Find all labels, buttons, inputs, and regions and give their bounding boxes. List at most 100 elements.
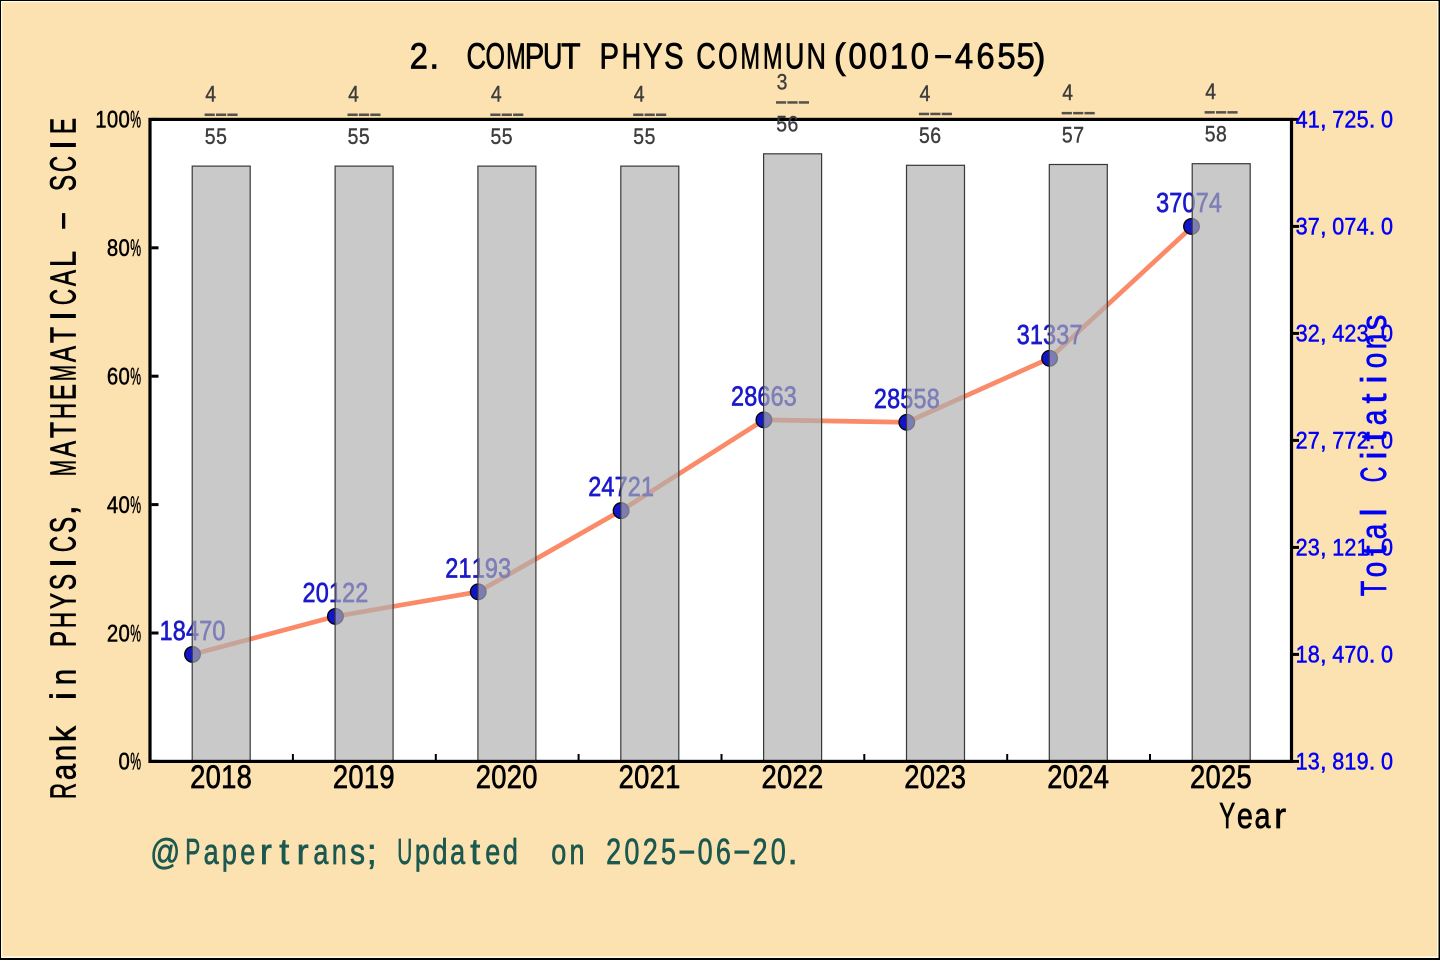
svg-text:U: U — [785, 36, 805, 77]
svg-text:I: I — [43, 140, 84, 150]
svg-text:C: C — [43, 536, 84, 552]
svg-text:a: a — [450, 831, 466, 872]
svg-text:6: 6 — [788, 112, 799, 137]
svg-text:M: M — [763, 36, 783, 77]
svg-text:1: 1 — [1332, 535, 1344, 562]
svg-text:5: 5 — [491, 124, 502, 149]
svg-text:r: r — [260, 831, 272, 872]
svg-text:H: H — [43, 612, 84, 628]
svg-text:l: l — [1353, 509, 1394, 517]
svg-text:0: 0 — [491, 759, 506, 795]
svg-text:7: 7 — [1308, 214, 1320, 241]
svg-text:8: 8 — [1308, 642, 1320, 669]
svg-text:.: . — [1369, 428, 1376, 455]
svg-text:0: 0 — [624, 831, 639, 872]
svg-text:,: , — [1320, 749, 1327, 776]
svg-text:e: e — [485, 831, 500, 872]
svg-text:0: 0 — [1357, 642, 1369, 669]
svg-text:7: 7 — [1073, 122, 1084, 147]
svg-text:5: 5 — [216, 124, 227, 149]
svg-text:8: 8 — [1216, 122, 1227, 147]
svg-text:S: S — [43, 574, 84, 590]
svg-text:2: 2 — [904, 759, 919, 795]
svg-text:d: d — [433, 831, 448, 872]
svg-text:S: S — [43, 517, 84, 533]
svg-text:0: 0 — [316, 577, 329, 608]
svg-text:2: 2 — [107, 620, 118, 647]
svg-text:M: M — [741, 36, 761, 77]
svg-text:1: 1 — [1296, 642, 1308, 669]
svg-text:6: 6 — [716, 831, 731, 872]
svg-text:n: n — [1353, 334, 1394, 350]
svg-text:1: 1 — [95, 107, 106, 134]
svg-text:p: p — [415, 831, 430, 872]
svg-text:2: 2 — [1344, 535, 1356, 562]
svg-text:1: 1 — [665, 759, 680, 795]
svg-text:o: o — [1353, 562, 1394, 578]
svg-text:P: P — [43, 631, 84, 647]
svg-text:U: U — [543, 36, 563, 77]
svg-text:I: I — [43, 311, 84, 321]
svg-text:5: 5 — [502, 124, 513, 149]
svg-text:5: 5 — [633, 124, 644, 149]
svg-text:%: % — [130, 620, 141, 647]
svg-text:A: A — [43, 346, 84, 362]
svg-text:5: 5 — [359, 124, 370, 149]
svg-text:1: 1 — [1344, 749, 1356, 776]
svg-text:.: . — [1369, 642, 1376, 669]
svg-text:1: 1 — [1357, 535, 1369, 562]
svg-text:0: 0 — [1381, 642, 1393, 669]
svg-text:4: 4 — [920, 81, 931, 106]
svg-text:e: e — [1237, 795, 1253, 836]
svg-text:r: r — [1274, 795, 1286, 836]
svg-text:2: 2 — [793, 759, 808, 795]
svg-text:2: 2 — [410, 36, 428, 77]
svg-text:0: 0 — [1063, 759, 1078, 795]
svg-text:5: 5 — [997, 36, 1015, 77]
svg-text:A: A — [43, 441, 84, 457]
svg-text:2: 2 — [650, 759, 665, 795]
svg-text:,: , — [1320, 321, 1327, 348]
svg-text:4: 4 — [955, 36, 973, 77]
svg-text:r: r — [297, 831, 309, 872]
svg-text:%: % — [130, 749, 141, 776]
svg-text:7: 7 — [1332, 107, 1344, 134]
svg-text:T: T — [43, 327, 84, 343]
svg-text:8: 8 — [1332, 749, 1344, 776]
svg-text:i: i — [1353, 452, 1394, 460]
svg-text:5: 5 — [776, 112, 787, 137]
svg-text:,: , — [1320, 428, 1327, 455]
svg-text:0: 0 — [911, 36, 929, 77]
svg-text:2: 2 — [1296, 428, 1308, 455]
svg-text:1: 1 — [459, 552, 472, 583]
svg-text:1: 1 — [890, 36, 908, 77]
svg-text:i: i — [43, 692, 84, 700]
svg-text:C: C — [43, 289, 84, 305]
svg-text:5: 5 — [1237, 759, 1252, 795]
svg-text:t: t — [279, 831, 289, 872]
svg-text:0: 0 — [634, 759, 649, 795]
svg-text:2: 2 — [1308, 321, 1320, 348]
svg-text:4: 4 — [1296, 107, 1308, 134]
svg-text:7: 7 — [1169, 187, 1182, 218]
svg-text:2: 2 — [808, 759, 823, 795]
svg-text:s: s — [1353, 315, 1394, 331]
svg-text:0: 0 — [1381, 107, 1393, 134]
svg-text:2: 2 — [1190, 759, 1205, 795]
svg-text:C: C — [467, 36, 487, 77]
svg-text:0: 0 — [118, 364, 129, 391]
svg-text:2: 2 — [1344, 107, 1356, 134]
svg-text:.: . — [1369, 535, 1376, 562]
svg-text:4: 4 — [1332, 642, 1344, 669]
svg-text:E: E — [43, 384, 84, 400]
svg-text:5: 5 — [1062, 122, 1073, 147]
svg-text:p: p — [222, 831, 237, 872]
svg-text:P: P — [185, 831, 200, 872]
svg-text:o: o — [1353, 353, 1394, 369]
svg-text:0: 0 — [848, 36, 866, 77]
svg-text:.: . — [1369, 749, 1376, 776]
svg-text:9: 9 — [1357, 749, 1369, 776]
svg-text:5: 5 — [205, 124, 216, 149]
svg-text:8: 8 — [237, 759, 252, 795]
svg-text:t: t — [1353, 431, 1394, 441]
